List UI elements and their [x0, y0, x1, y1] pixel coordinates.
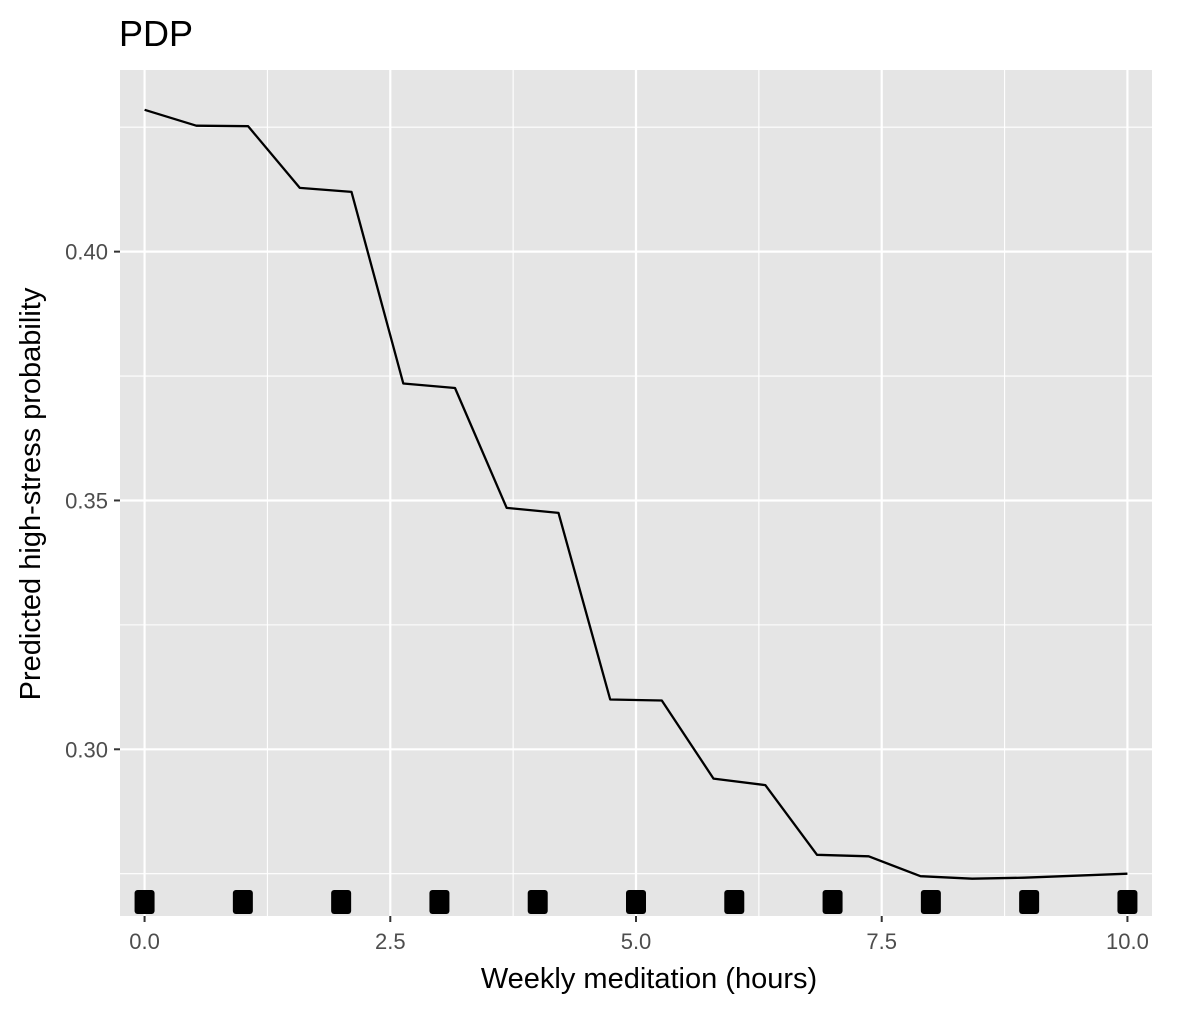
rug-mark [822, 890, 843, 914]
pdp-line [144, 108, 1128, 880]
y-axis-ticks: 0.30 0.35 0.40 [65, 240, 120, 762]
x-axis-ticks: 0.0 2.5 5.0 7.5 10.0 [129, 916, 1149, 954]
x-tick-label: 5.0 [621, 929, 652, 954]
rug-mark [331, 890, 352, 914]
chart-title: PDP [119, 13, 193, 54]
y-axis-title: Predicted high-stress probability [15, 287, 47, 700]
rug-mark [724, 890, 745, 914]
rug-mark [429, 890, 450, 914]
rug-mark [1117, 890, 1138, 914]
rug-mark [626, 890, 646, 914]
rug-marks [134, 890, 1138, 914]
y-tick-label: 0.35 [65, 488, 108, 513]
rug-mark [527, 890, 548, 914]
x-tick-label: 10.0 [1106, 929, 1149, 954]
major-gridlines [120, 70, 1152, 916]
x-axis-title: Weekly meditation (hours) [481, 963, 817, 995]
y-tick-label: 0.30 [65, 737, 108, 762]
x-tick-label: 0.0 [129, 929, 160, 954]
x-tick-label: 2.5 [375, 929, 406, 954]
rug-mark [134, 890, 155, 914]
x-tick-label: 7.5 [866, 929, 897, 954]
y-tick-label: 0.40 [65, 240, 108, 265]
rug-mark [1019, 890, 1040, 914]
rug-mark [920, 890, 941, 914]
rug-mark [232, 890, 253, 914]
